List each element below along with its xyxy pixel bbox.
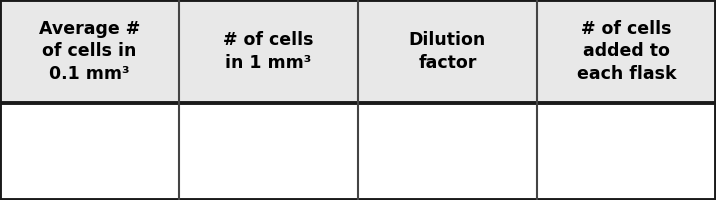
Text: Dilution
factor: Dilution factor [409,31,486,72]
Text: # of cells
in 1 mm³: # of cells in 1 mm³ [223,31,314,72]
Bar [358,103,537,200]
Text: # of cells
added to
each flask: # of cells added to each flask [577,20,676,83]
Bar [179,103,358,200]
Bar [179,0,358,103]
Bar [0,0,179,103]
Bar [537,103,716,200]
Bar [537,0,716,103]
Bar [0,103,179,200]
Text: Average #
of cells in
0.1 mm³: Average # of cells in 0.1 mm³ [39,20,140,83]
Bar [358,0,537,103]
